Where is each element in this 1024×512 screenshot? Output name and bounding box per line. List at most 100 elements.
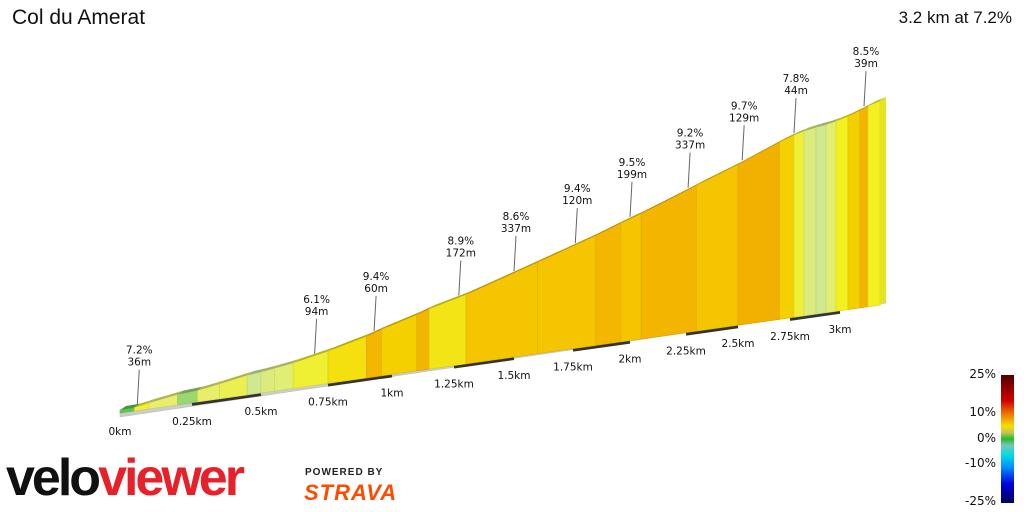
segment-top-11: [366, 325, 388, 337]
distance-band: [453, 357, 515, 369]
segment-20: [696, 164, 739, 332]
annotation-length: 39m: [854, 58, 878, 70]
segment-28: [847, 109, 861, 310]
segment-top-17: [595, 219, 627, 236]
annotation-gradient: 8.5%: [853, 46, 880, 58]
x-tick-label: 2km: [619, 354, 642, 366]
annotation-gradient: 8.9%: [447, 235, 474, 247]
profile-end-face: [880, 96, 886, 306]
annotation-leader: [136, 369, 140, 405]
x-tick-label: 1.5km: [497, 370, 530, 382]
segment-6: [246, 371, 262, 396]
segment-top-10: [328, 332, 373, 352]
x-tick-label: 2.5km: [721, 338, 754, 350]
segment-top-8: [274, 359, 300, 369]
segment-16: [537, 235, 597, 355]
distance-band: [572, 340, 631, 352]
logo-velo: velo: [6, 449, 101, 507]
segment-18: [620, 213, 642, 343]
annotation-length: 337m: [675, 140, 705, 152]
annotation-gradient: 7.8%: [783, 73, 810, 85]
segment-top-15: [466, 258, 544, 295]
legend-label-minus25: -25%: [964, 494, 996, 508]
segment-top-3: [177, 386, 204, 395]
annotation-leader: [574, 208, 578, 244]
segment-top-13: [416, 304, 436, 315]
profile-segments: [119, 96, 886, 414]
strava-logo[interactable]: STRAVA: [304, 480, 398, 505]
segment-top-30: [868, 96, 886, 106]
x-tick-label: 1.75km: [553, 362, 593, 374]
segment-top-5: [219, 371, 254, 384]
segment-top-1: [134, 398, 155, 408]
segment-top-22: [779, 131, 800, 142]
segment-top-4: [197, 379, 226, 391]
segment-7: [260, 367, 275, 394]
segment-27: [835, 115, 849, 312]
distance-band: [789, 310, 841, 321]
segment-top-9: [293, 347, 334, 364]
climb-title: Col du Amerat: [12, 6, 146, 29]
segment-top-25: [816, 120, 832, 128]
segment-top-2: [148, 390, 184, 403]
x-tick-label: 1.25km: [434, 379, 474, 391]
legend-label-minus10: -10%: [964, 456, 996, 470]
annotation-leader: [314, 318, 318, 354]
annotation-gradient: 9.4%: [564, 183, 591, 195]
distance-band: [685, 325, 739, 336]
segment-30: [867, 100, 881, 308]
segment-13: [416, 308, 430, 372]
annotation-leader: [629, 181, 633, 217]
annotation-gradient: 8.6%: [503, 211, 530, 223]
annotation-leader: [687, 152, 691, 188]
segment-top-0: [120, 403, 141, 410]
x-tick-label: 1km: [381, 387, 404, 399]
segment-17: [595, 222, 622, 346]
climb-summary: 3.2 km at 7.2%: [898, 8, 1012, 27]
annotation-leader: [741, 125, 745, 161]
distance-band: [327, 374, 393, 387]
x-tick-label: 0.75km: [308, 396, 348, 408]
segment-29: [859, 105, 869, 309]
annotation-length: 199m: [617, 169, 647, 181]
annotation-leader: [513, 235, 517, 272]
annotation-length: 60m: [364, 283, 388, 295]
annotation-gradient: 9.7%: [731, 100, 758, 112]
segment-top-23: [794, 127, 810, 136]
annotation-leader: [373, 295, 377, 331]
segment-21: [737, 141, 780, 326]
segment-top-28: [848, 106, 866, 117]
veloviewer-logo[interactable]: veloviewer: [6, 448, 245, 508]
segment-24: [803, 126, 817, 317]
annotation-gradient: 9.5%: [619, 157, 646, 169]
annotation-length: 36m: [127, 357, 151, 369]
legend-label-0: 0%: [976, 431, 996, 445]
distance-band: [191, 392, 262, 406]
annotation-gradient: 9.4%: [363, 271, 390, 283]
gradient-colorbar: [1001, 375, 1014, 503]
segment-top-19: [641, 181, 703, 214]
segment-top-26: [826, 117, 842, 125]
annotation-length: 337m: [501, 223, 531, 235]
x-tick-label: 0.5km: [244, 406, 277, 418]
annotation-length: 44m: [784, 85, 808, 97]
segment-top-7: [261, 364, 281, 373]
logo-viewer: viewer: [98, 449, 245, 507]
segment-22: [779, 134, 795, 320]
segment-top-12: [381, 310, 423, 330]
annotation-leader: [458, 260, 462, 296]
segment-top-21: [738, 137, 786, 165]
segment-11: [366, 328, 383, 379]
annotations: 7.2%36m6.1%94m9.4%60m8.9%172m8.6%337m9.4…: [126, 46, 880, 405]
segment-19: [640, 184, 697, 340]
segment-top-24: [804, 123, 822, 132]
segment-top-6: [247, 368, 267, 376]
segment-top-27: [836, 112, 854, 122]
annotation-length: 94m: [305, 306, 329, 318]
segment-12: [381, 314, 418, 377]
segment-top-20: [696, 160, 744, 186]
annotation-gradient: 9.2%: [677, 128, 704, 140]
segment-26: [825, 120, 837, 314]
x-axis-ticks: 0km 0.25km 0.5km 0.75km 1km 1.25km 1.5km 1.75km…: [109, 324, 852, 438]
